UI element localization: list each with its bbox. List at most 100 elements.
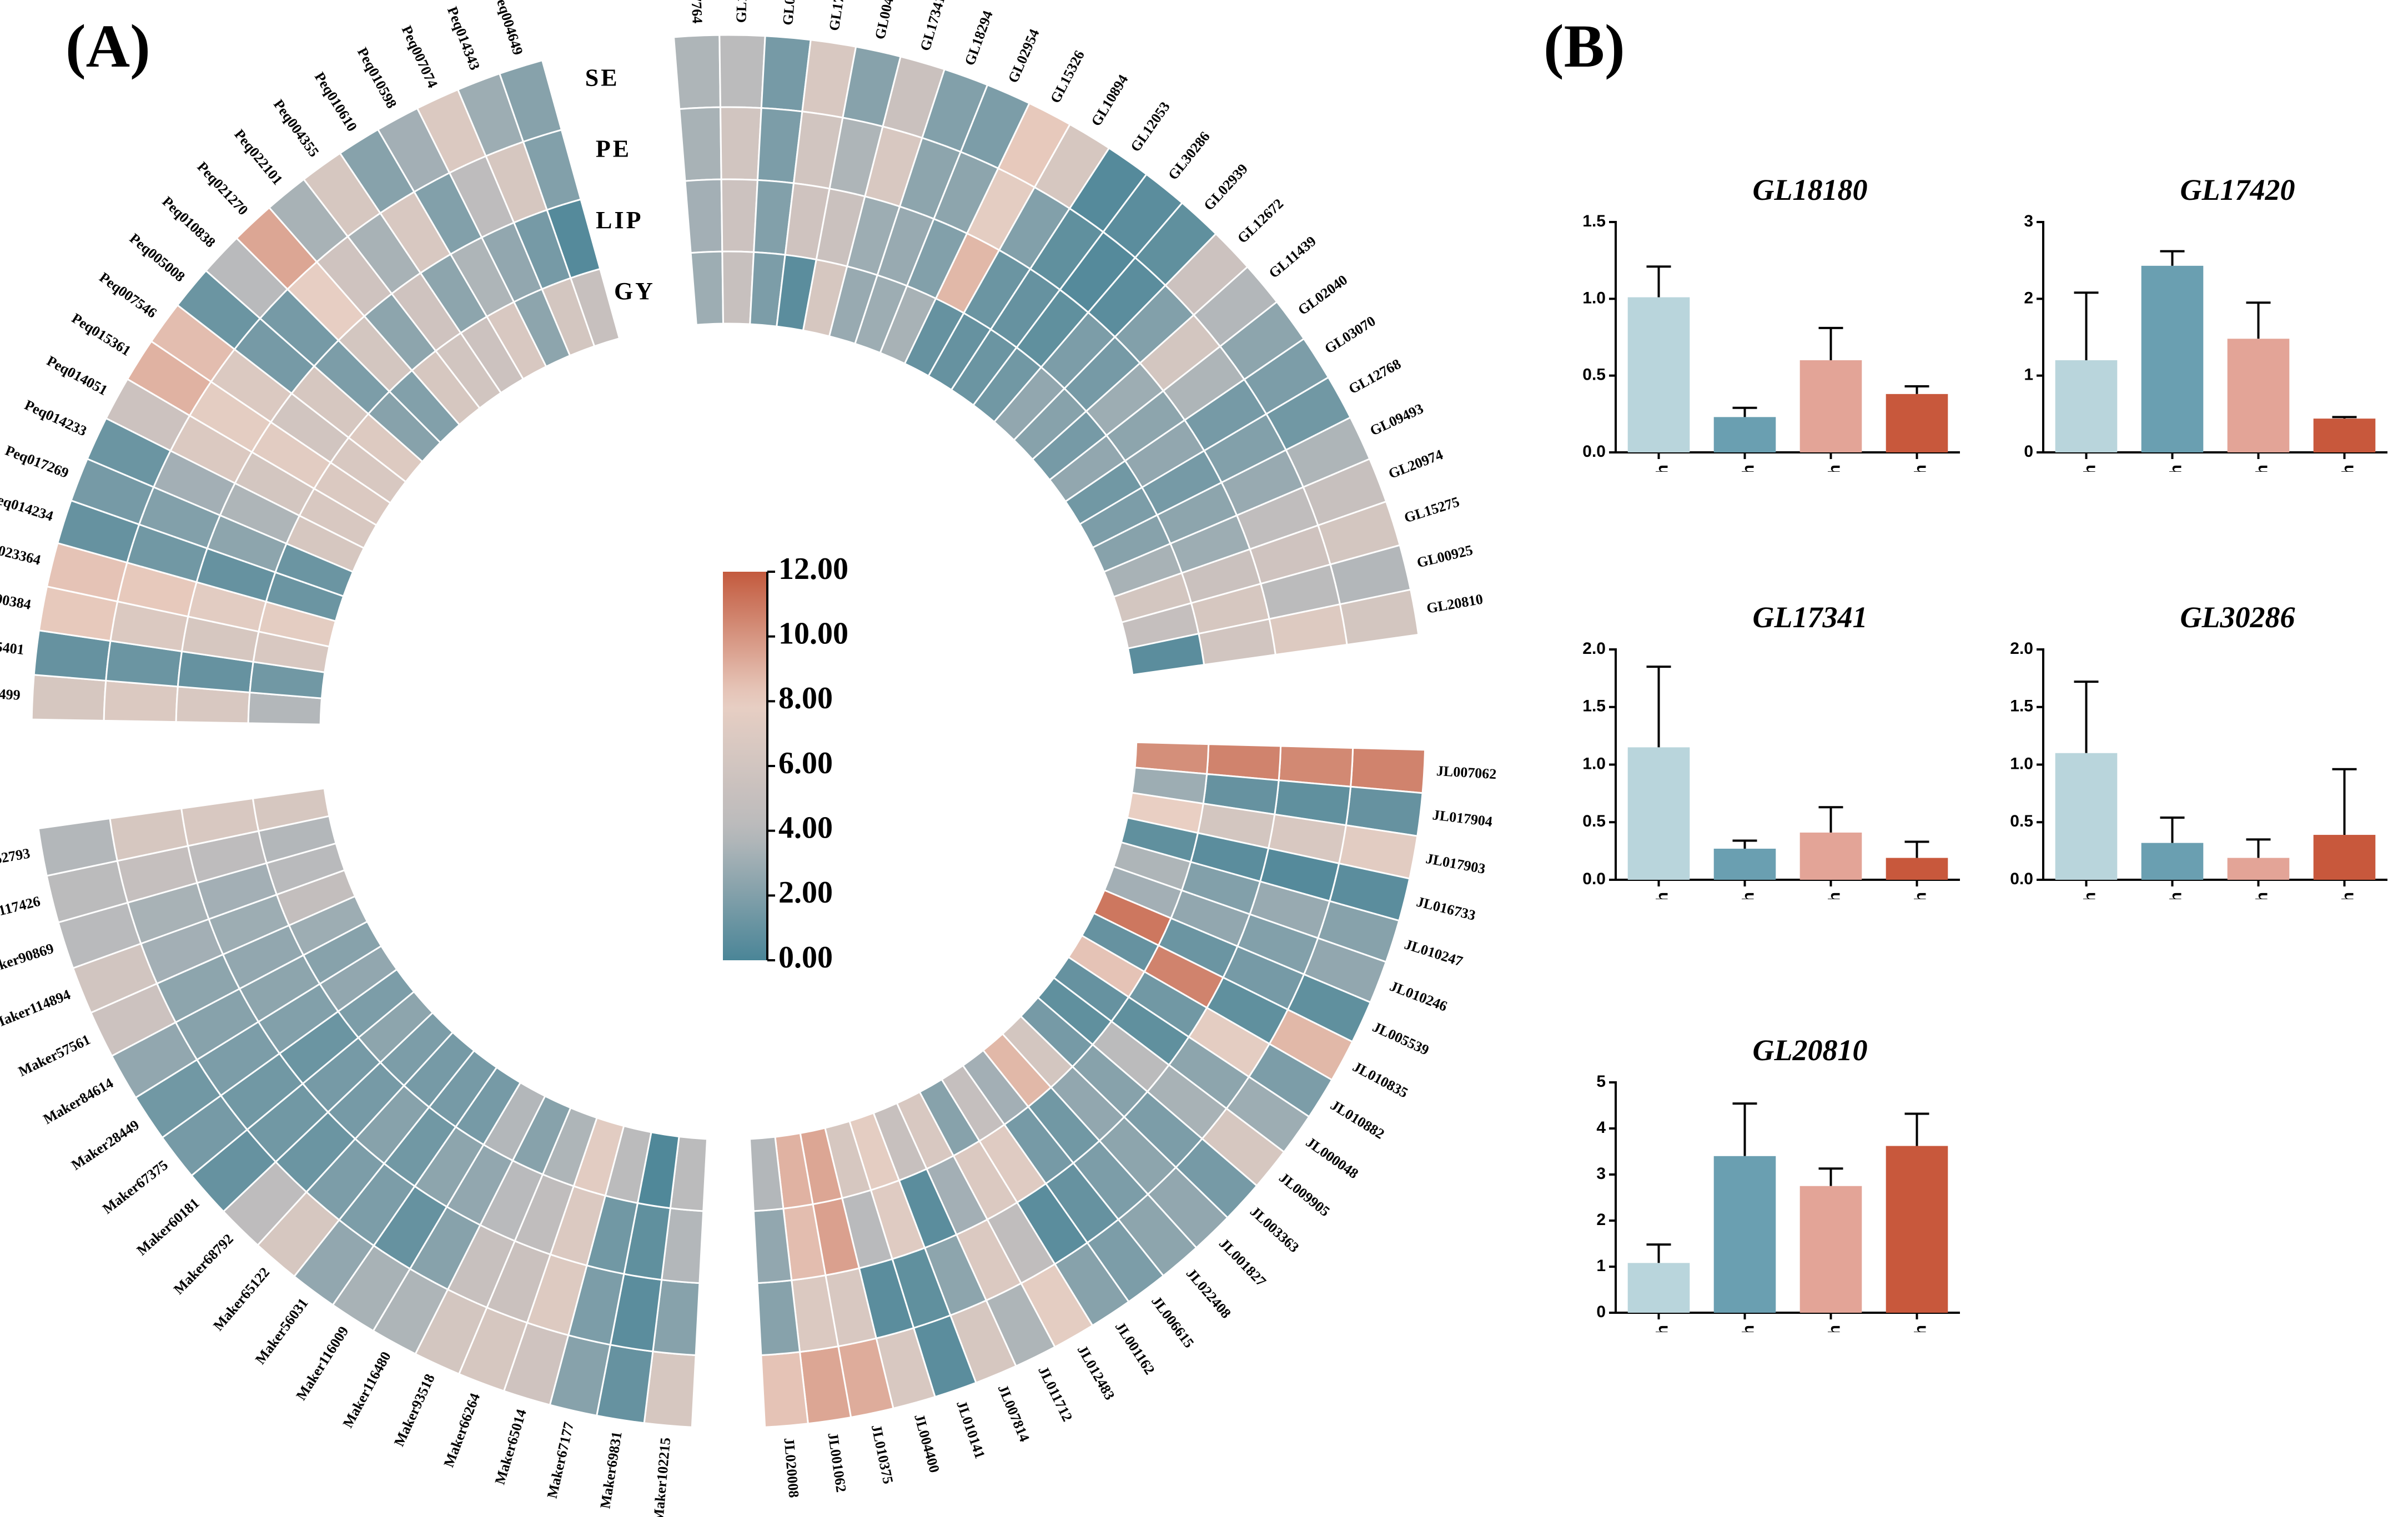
bar-chart-title: GL17341 bbox=[1753, 601, 1868, 634]
gene-label: GL17420 bbox=[826, 0, 851, 32]
gene-label: JL017903 bbox=[1425, 850, 1487, 877]
gene-label: GL09493 bbox=[1368, 400, 1426, 439]
gene-label: Maker84614 bbox=[41, 1075, 116, 1127]
gene-label: GL07485 bbox=[780, 0, 801, 26]
x-tick-label: 0h bbox=[2080, 465, 2099, 472]
x-tick-label: 12h bbox=[1825, 892, 1843, 899]
bar bbox=[2227, 858, 2290, 880]
bar-chart-title: GL18180 bbox=[1753, 173, 1868, 206]
y-tick-label: 2 bbox=[1596, 1211, 1606, 1229]
gene-label: JL016733 bbox=[1415, 894, 1477, 924]
bar bbox=[1886, 858, 1948, 880]
y-tick-label: 1.0 bbox=[1582, 289, 1606, 307]
bar bbox=[2055, 753, 2118, 880]
heatmap-cell bbox=[252, 787, 330, 832]
gene-label: Peq025401 bbox=[0, 634, 25, 658]
gene-label: JL003363 bbox=[1247, 1203, 1302, 1256]
gene-label: Peq004649 bbox=[491, 0, 526, 57]
bar bbox=[1886, 394, 1948, 452]
gene-label: JL009905 bbox=[1276, 1170, 1333, 1220]
gene-label: GL02939 bbox=[1200, 161, 1251, 214]
colorbar bbox=[723, 572, 767, 960]
gene-label: Peq005499 bbox=[0, 684, 21, 703]
x-tick-label: 6h bbox=[2166, 892, 2185, 899]
heatmap-cell bbox=[720, 178, 759, 253]
heatmap-cell bbox=[103, 679, 179, 723]
gene-label: Peq015361 bbox=[69, 310, 134, 359]
bar bbox=[2141, 265, 2204, 452]
gene-label: Peq005008 bbox=[127, 230, 188, 285]
gene-label: GL07764 bbox=[687, 0, 706, 24]
bar bbox=[1627, 1263, 1690, 1313]
gene-label: GL02040 bbox=[1295, 271, 1350, 318]
gene-label: JL010247 bbox=[1402, 936, 1465, 969]
gene-label: Peq014234 bbox=[0, 489, 55, 525]
bar-chart-title: GL20810 bbox=[1753, 1034, 1868, 1067]
bar-chart-title: GL30286 bbox=[2180, 601, 2295, 634]
gene-label: GL02954 bbox=[1005, 27, 1043, 85]
colorbar-tick-label: 12.00 bbox=[778, 552, 848, 586]
bar bbox=[1627, 297, 1690, 452]
bar bbox=[1799, 360, 1862, 452]
gene-label: JL010246 bbox=[1388, 978, 1450, 1015]
y-tick-label: 0.0 bbox=[1582, 870, 1606, 888]
x-tick-label: 0h bbox=[1653, 1325, 1671, 1332]
colorbar-tick-label: 6.00 bbox=[778, 746, 833, 780]
gene-label: GL17341 bbox=[917, 0, 948, 53]
heatmap-cell bbox=[678, 106, 722, 182]
bar-chart-gl17341: GL17341 0.0 0.5 1.0 1.5 2.0 0h 6h 12h 18h bbox=[1582, 601, 1960, 899]
gene-label: JL020008 bbox=[781, 1437, 802, 1498]
heatmap-group-peq: Peq005499 Peq025401 Peq000384 Peq023364 Peq0… bbox=[0, 0, 621, 725]
bar-chart-title: GL17420 bbox=[2180, 173, 2295, 206]
x-tick-label: 12h bbox=[2253, 892, 2271, 899]
gene-label: JL010882 bbox=[1328, 1097, 1387, 1142]
y-tick-label: 0.5 bbox=[1582, 812, 1606, 830]
y-tick-label: 2 bbox=[2024, 289, 2033, 307]
gene-label: Peq007074 bbox=[399, 23, 441, 90]
gene-label: GL15326 bbox=[1047, 48, 1088, 105]
gene-label: Peq014233 bbox=[22, 397, 89, 440]
x-tick-label: 6h bbox=[1739, 892, 1757, 899]
gene-label: Maker60181 bbox=[134, 1195, 203, 1259]
gene-label: Peq000384 bbox=[0, 585, 32, 613]
gene-label: Maker66264 bbox=[440, 1391, 483, 1469]
gene-label: Peq022101 bbox=[231, 127, 285, 188]
gene-label: GL15275 bbox=[1402, 493, 1461, 526]
heatmap-cell bbox=[718, 34, 766, 109]
gene-label: Maker28449 bbox=[68, 1117, 142, 1173]
gene-label: Maker65014 bbox=[492, 1407, 530, 1486]
colorbar-tick-label: 8.00 bbox=[778, 681, 833, 715]
y-tick-label: 0 bbox=[2024, 442, 2033, 461]
sample-label-lip: LIP bbox=[596, 206, 643, 234]
gene-label: JL017904 bbox=[1431, 807, 1493, 830]
heatmap-cell bbox=[690, 250, 725, 326]
gene-label: JL007062 bbox=[1436, 763, 1497, 782]
gene-label: Maker93518 bbox=[391, 1372, 438, 1449]
gene-label: Peq021270 bbox=[194, 159, 251, 218]
gene-label: Maker116009 bbox=[293, 1323, 351, 1403]
bar bbox=[1799, 832, 1862, 880]
gene-label: GL18294 bbox=[962, 8, 996, 67]
gene-label: GL12768 bbox=[1346, 356, 1404, 397]
heatmap-cell bbox=[684, 178, 723, 254]
bar-chart-gl30286: GL30286 0.0 0.5 1.0 1.5 2.0 0h 6h 12h 18h bbox=[2010, 601, 2387, 899]
bar-chart-gl18180: GL18180 0.0 0.5 1.0 1.5 0h 6h 12h 18h bbox=[1582, 173, 1960, 472]
gene-label: JL007814 bbox=[995, 1382, 1033, 1444]
gene-label: JL012483 bbox=[1074, 1343, 1118, 1403]
heatmap-group-jl: JL007062 JL017904 JL017903 JL016733 JL010247… bbox=[748, 741, 1497, 1499]
heatmap-cell bbox=[719, 106, 762, 181]
gene-label: GL18180 bbox=[733, 0, 750, 23]
gene-label: JL010375 bbox=[868, 1423, 897, 1485]
y-tick-label: 5 bbox=[1596, 1072, 1606, 1091]
heatmap-cell bbox=[756, 1279, 801, 1357]
gene-label: JL006615 bbox=[1148, 1293, 1197, 1351]
gene-label: GL11439 bbox=[1266, 233, 1319, 281]
heatmap-cell bbox=[1127, 632, 1205, 676]
x-tick-label: 18h bbox=[2339, 465, 2357, 472]
sample-label-se: SE bbox=[585, 64, 620, 91]
x-tick-label: 6h bbox=[1739, 1325, 1757, 1332]
gene-label: GL10894 bbox=[1088, 72, 1131, 129]
gene-label: JL010835 bbox=[1350, 1059, 1411, 1101]
gene-label: Peq014343 bbox=[444, 4, 483, 72]
gene-label: Peq004355 bbox=[270, 97, 323, 160]
